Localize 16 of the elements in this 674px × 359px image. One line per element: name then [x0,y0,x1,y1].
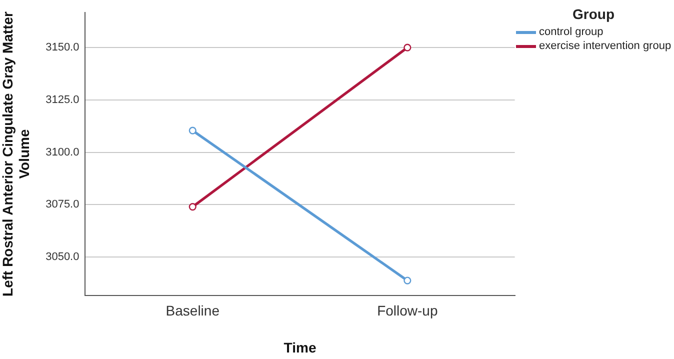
point [404,276,412,284]
y-tick-label: 3075.0 [46,198,80,211]
x-tick-label: Baseline [166,302,220,319]
point [404,44,412,52]
y-tick-label: 3100.0 [46,146,80,158]
x-tick-label: Follow-up [377,302,438,319]
point [188,126,196,134]
point [188,202,196,211]
y-tick-label: 3150.0 [46,42,80,54]
legend-title: Group [572,6,616,22]
y-axis-title: Left Rostral Anterior Cingulate Gray Matter Volume [0,10,32,296]
legend-label: exercise intervention group [539,40,672,52]
y-tick-label: 3125.0 [46,94,80,106]
x-axis-title: Time [284,339,316,356]
y-tick-label: 3050.0 [46,251,80,264]
legend-label: control group [539,26,604,38]
